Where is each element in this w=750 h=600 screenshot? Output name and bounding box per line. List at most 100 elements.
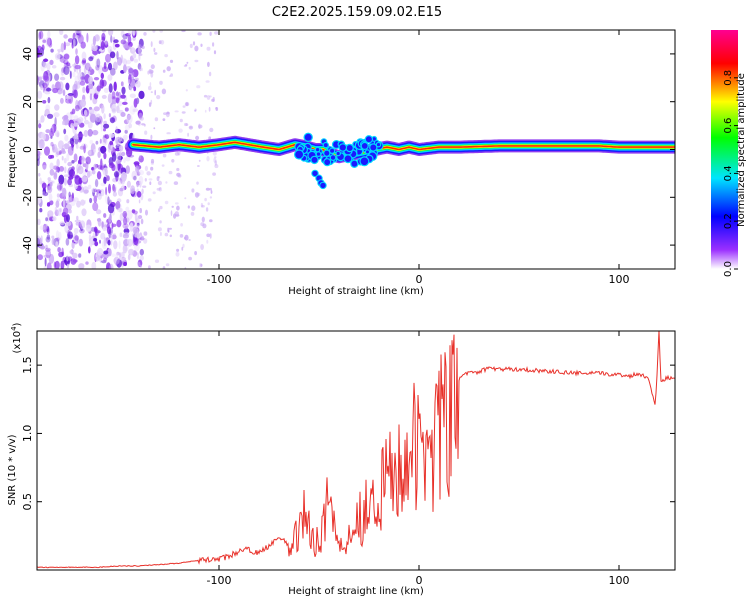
colorbar-label: Normalized spectral amplitude [736,73,747,227]
noise-speckle [194,59,199,63]
noise-speckle [154,89,156,96]
noise-speckle [128,71,134,75]
noise-speckle [38,172,41,177]
noise-speckle [78,238,84,247]
noise-speckle [61,148,66,153]
colorbar-tick-label: 0.8 [723,70,734,86]
noise-speckle [54,104,60,111]
noise-speckle [38,31,42,40]
noise-speckle [159,231,162,237]
noise-speckle [74,64,81,70]
noise-speckle [88,108,95,115]
noise-speckle [213,50,217,55]
noise-speckle [139,116,144,121]
noise-speckle [103,128,106,132]
noise-speckle [66,263,70,269]
noise-speckle [43,75,50,82]
noise-speckle [195,135,200,141]
noise-speckle [113,256,120,265]
noise-speckle [110,67,116,76]
noise-speckle [102,226,107,231]
noise-speckle [65,98,72,104]
noise-speckle [37,158,40,167]
noise-speckle [118,240,121,250]
noise-speckle [205,207,209,212]
noise-speckle [117,207,124,213]
noise-speckle [108,216,112,223]
noise-speckle [159,187,162,190]
noise-speckle [131,170,137,180]
noise-speckle [90,113,96,123]
noise-speckle [62,120,65,126]
noise-speckle [189,126,192,129]
noise-speckle [92,50,99,55]
noise-speckle [51,235,55,239]
noise-speckle [135,80,141,88]
noise-speckle [73,227,79,234]
ridge-blob [315,151,322,158]
noise-speckle [145,209,148,216]
noise-speckle [80,76,85,80]
noise-speckle [103,236,107,247]
noise-speckle [141,188,144,195]
noise-speckle [65,82,70,91]
noise-speckle [69,70,72,80]
noise-speckle [40,235,43,245]
spectrogram-x-tick-label: 100 [609,273,630,286]
noise-speckle [82,58,87,64]
noise-speckle [48,41,53,48]
noise-speckle [45,249,51,259]
noise-speckle [136,222,140,227]
noise-speckle [126,66,132,71]
noise-speckle [100,72,105,79]
noise-speckle [206,239,209,244]
noise-speckle [103,257,108,262]
noise-speckle [133,175,137,181]
noise-speckle [39,30,44,40]
noise-speckle [50,48,54,53]
noise-speckle [64,134,69,142]
noise-speckle [136,252,139,255]
noise-speckle [59,56,66,63]
noise-speckle [83,109,88,116]
noise-speckle [158,40,162,45]
noise-speckle [157,180,162,186]
noise-speckle [183,236,187,240]
noise-speckle [47,185,53,194]
noise-speckle [60,97,64,104]
noise-speckle [138,169,145,176]
noise-speckle [64,166,67,174]
noise-speckle [120,151,126,157]
noise-speckle [162,69,166,73]
noise-speckle [74,219,81,223]
noise-speckle [45,247,51,252]
noise-speckle [83,129,88,138]
noise-speckle [86,71,91,75]
ridge-blob [345,143,354,153]
noise-speckle [186,61,189,64]
noise-speckle [110,117,115,124]
noise-speckle [79,80,86,86]
noise-speckle [209,31,212,36]
noise-speckle [203,94,208,98]
noise-speckle [102,167,109,176]
noise-speckle [103,152,107,160]
noise-speckle [198,159,201,162]
noise-speckle [137,45,140,52]
snr-y-multiplier: (x104) [10,322,23,353]
noise-speckle [63,128,67,135]
noise-speckle [67,161,73,167]
noise-speckle [75,222,80,226]
spectrogram-y-tick-label: -40 [21,236,34,254]
noise-speckle [165,263,170,267]
noise-speckle [95,113,102,123]
noise-speckle [125,165,130,174]
noise-speckle [120,112,126,117]
noise-speckle [49,169,55,176]
noise-speckle [46,62,51,71]
noise-speckle [39,208,43,213]
ridge-blob [343,154,353,164]
noise-speckle [207,202,210,206]
noise-speckle [100,123,103,132]
noise-speckle [47,113,54,119]
